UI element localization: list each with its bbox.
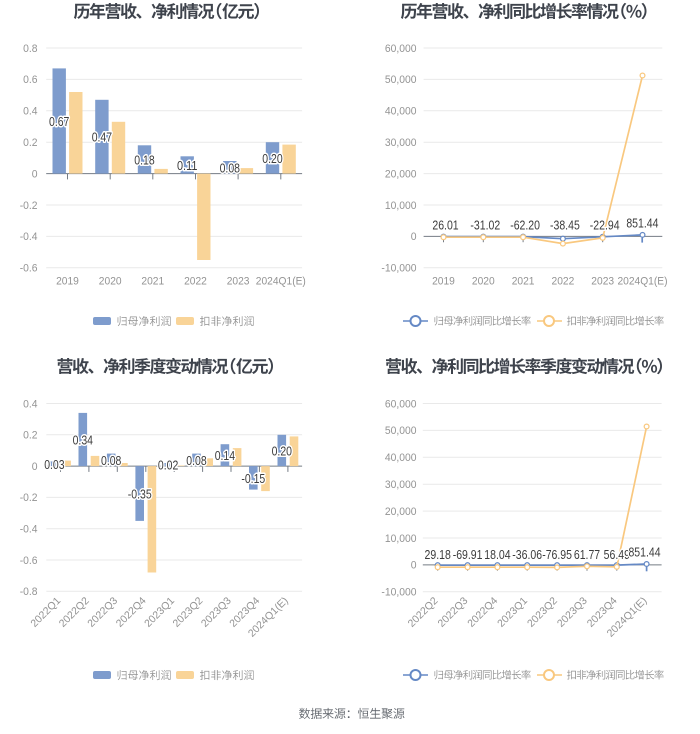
svg-text:56.49: 56.49 [604,548,630,562]
svg-text:0.67: 0.67 [49,115,69,129]
svg-text:0.20: 0.20 [262,152,282,166]
svg-text:40,000: 40,000 [385,106,417,118]
svg-text:2023: 2023 [591,276,614,288]
svg-text:-0.2: -0.2 [20,200,38,212]
svg-text:-0.6: -0.6 [20,263,38,275]
svg-text:-0.15: -0.15 [241,472,265,486]
svg-text:20,000: 20,000 [385,168,417,180]
svg-text:26.01: 26.01 [432,218,458,232]
svg-text:50,000: 50,000 [385,425,417,437]
svg-text:2020: 2020 [99,276,122,288]
svg-text:60,000: 60,000 [385,398,417,410]
svg-text:2019: 2019 [432,276,455,288]
svg-text:-62.20: -62.20 [510,218,540,232]
svg-text:0.2: 0.2 [23,430,37,442]
svg-text:-0.2: -0.2 [20,492,38,504]
svg-text:0.34: 0.34 [73,434,93,448]
svg-text:20,000: 20,000 [385,506,417,518]
svg-text:0.6: 0.6 [23,74,37,86]
svg-text:-0.4: -0.4 [20,231,38,243]
svg-text:60,000: 60,000 [385,43,417,55]
svg-text:2023: 2023 [227,276,250,288]
svg-text:2019: 2019 [56,276,79,288]
svg-text:-0.35: -0.35 [128,488,152,502]
svg-text:851.44: 851.44 [626,216,658,230]
svg-text:0.03: 0.03 [44,458,64,472]
svg-text:40,000: 40,000 [385,452,417,464]
svg-text:18.04: 18.04 [484,548,510,562]
svg-text:10,000: 10,000 [385,200,417,212]
svg-text:0.11: 0.11 [177,159,197,173]
svg-text:0.02: 0.02 [158,459,178,473]
svg-text:2021: 2021 [512,276,535,288]
svg-text:0.2: 0.2 [23,137,37,149]
svg-text:50,000: 50,000 [385,74,417,86]
svg-text:-0.8: -0.8 [20,586,38,598]
svg-text:-38.45: -38.45 [550,218,580,232]
svg-text:2022: 2022 [552,276,575,288]
svg-text:2020: 2020 [472,276,495,288]
svg-text:851.44: 851.44 [628,546,660,560]
svg-text:0: 0 [32,168,38,180]
svg-text:2024Q1(E): 2024Q1(E) [617,276,667,288]
svg-text:0.18: 0.18 [134,154,154,168]
svg-text:-0.4: -0.4 [20,524,38,536]
svg-text:2022: 2022 [184,276,207,288]
svg-text:0.47: 0.47 [92,131,112,145]
svg-text:0.20: 0.20 [272,445,292,459]
svg-text:0: 0 [32,461,38,473]
svg-text:2024Q1(E): 2024Q1(E) [256,276,306,288]
svg-text:-10,000: -10,000 [381,263,416,275]
svg-text:2021: 2021 [141,276,164,288]
svg-text:30,000: 30,000 [385,479,417,491]
svg-text:-0.6: -0.6 [20,555,38,567]
svg-text:0: 0 [411,231,417,243]
svg-text:0: 0 [411,560,417,572]
svg-text:-22.94: -22.94 [590,218,620,232]
svg-text:0.08: 0.08 [101,454,121,468]
svg-text:0.4: 0.4 [23,398,37,410]
svg-text:61.77: 61.77 [574,548,600,562]
svg-text:-69.91: -69.91 [453,548,483,562]
svg-text:0.08: 0.08 [186,454,206,468]
svg-text:0.08: 0.08 [220,161,240,175]
svg-text:30,000: 30,000 [385,137,417,149]
svg-text:29.18: 29.18 [425,548,451,562]
svg-text:0.4: 0.4 [23,106,37,118]
svg-text:-36.06: -36.06 [512,548,542,562]
svg-text:-10,000: -10,000 [381,587,416,599]
svg-text:-76.95: -76.95 [542,548,572,562]
svg-text:0.8: 0.8 [23,43,37,55]
svg-text:-31.02: -31.02 [470,218,500,232]
svg-text:10,000: 10,000 [385,533,417,545]
svg-text:0.14: 0.14 [215,449,235,463]
